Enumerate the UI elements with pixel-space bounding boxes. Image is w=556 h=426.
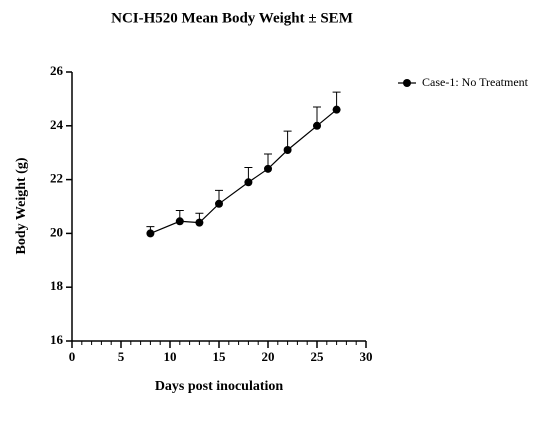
y-tick-label: 16 [50,332,64,347]
y-tick-label: 22 [50,171,63,186]
legend-label: Case-1: No Treatment [422,75,529,89]
y-tick-label: 20 [50,224,63,239]
legend-marker [403,79,411,87]
data-point [195,218,204,227]
data-point [244,178,253,187]
x-axis-title: Days post inoculation [155,379,284,394]
x-tick-label: 0 [69,349,76,364]
x-tick-label: 5 [118,349,125,364]
x-tick-label: 25 [311,349,325,364]
data-point [215,199,223,208]
data-point [332,105,341,114]
data-point [283,146,292,155]
x-tick-label: 15 [213,349,227,364]
data-point [313,121,321,130]
x-tick-label: 30 [360,349,373,364]
chart-title: NCI-H520 Mean Body Weight ± SEM [111,10,353,26]
y-tick-label: 18 [50,278,64,293]
x-tick-label: 10 [164,349,177,364]
y-tick-label: 26 [50,63,64,78]
series-line [150,109,337,234]
y-axis-title: Body Weight (g) [14,157,29,254]
data-point [146,229,155,238]
y-tick-label: 24 [50,117,64,132]
data-point [264,164,272,173]
x-tick-label: 20 [262,349,275,364]
data-point [175,217,184,226]
